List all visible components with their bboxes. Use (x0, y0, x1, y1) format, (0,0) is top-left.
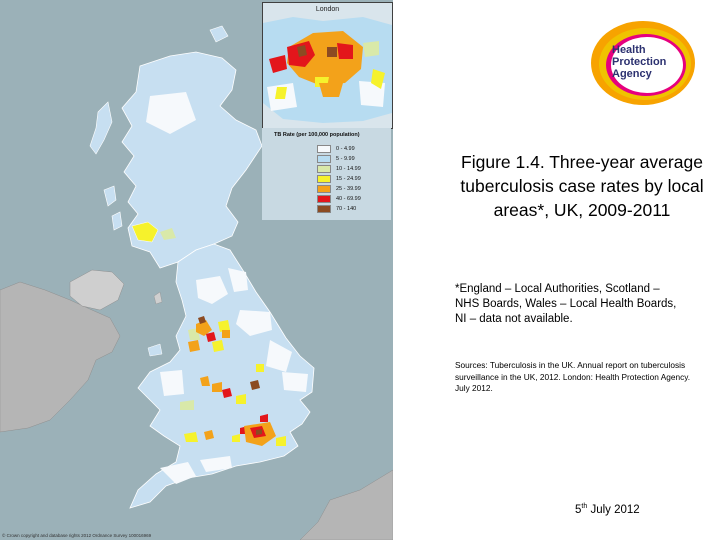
uk-map (0, 25, 393, 540)
area-yorkshire-0-4 (236, 310, 272, 336)
legend-item: 40 - 69.99 (317, 194, 361, 203)
area-manchester-40-69 (206, 332, 216, 342)
area-oldham-15-24 (212, 340, 224, 352)
legend-item: 5 - 9.99 (317, 154, 355, 163)
legend-item: 25 - 39.99 (317, 184, 361, 193)
legend-swatch (317, 154, 331, 163)
legend-item: 0 - 4.99 (317, 144, 355, 153)
figure-footnote: *England – Local Authorities, Scotland –… (455, 283, 677, 325)
area-stoke-25-39 (200, 376, 210, 386)
london-inset-svg (263, 17, 392, 123)
inset-area-north-15-24 (275, 87, 287, 99)
tb-rate-map: London TB Rate (per 100,000 population) … (0, 0, 393, 540)
area-bolton-25-39 (188, 340, 200, 352)
northern-ireland-landmass (69, 269, 125, 311)
legend-swatch (317, 184, 331, 193)
legend-label: 25 - 39.99 (336, 185, 361, 192)
inset-area-harrow-40-69 (269, 55, 287, 73)
presentation-date: 5th July 2012 (575, 503, 640, 516)
legend-label: 15 - 24.99 (336, 175, 361, 182)
logo-line-3: Agency (612, 68, 652, 80)
map-copyright: © Crown copyright and database rights 20… (2, 533, 152, 538)
area-london-cluster-70-140 (256, 429, 262, 435)
area-nottingham-15-24 (256, 364, 264, 372)
area-leicester-70-140 (250, 380, 260, 390)
area-glasgow-15-24 (131, 221, 159, 243)
ireland-landmass (0, 281, 121, 433)
legend-title: TB Rate (per 100,000 population) (274, 132, 360, 138)
area-bradford-25-39 (222, 330, 230, 338)
date-suffix: th (581, 503, 588, 510)
hpa-logo-text: Health Protection Agency (612, 44, 666, 80)
area-kent-15-24 (276, 436, 286, 446)
area-northeast-0-4 (228, 268, 248, 292)
area-cardiff-15-24 (184, 432, 198, 442)
legend-swatch (317, 204, 331, 213)
inset-area-outer-10-14 (363, 41, 379, 57)
legend-item: 15 - 24.99 (317, 174, 361, 183)
orkney-islands (209, 25, 229, 43)
legend-swatch (317, 174, 331, 183)
area-birmingham-40-69 (222, 388, 232, 398)
area-blackburn-70-140 (198, 316, 206, 324)
inset-title: London (315, 6, 340, 13)
hpa-logo-icon (591, 21, 695, 105)
date-day: 5 (575, 503, 582, 516)
figure-sources: Sources: Tuberculosis in the UK. Annual … (455, 360, 691, 393)
legend-item: 70 - 140 (317, 204, 357, 213)
legend-label: 10 - 14.99 (336, 165, 361, 172)
hebrides-islands (89, 101, 113, 155)
area-lincolnshire-0-4 (266, 340, 292, 372)
area-reading-15-24 (232, 434, 240, 442)
area-highlands-0-4 (146, 92, 196, 134)
logo-line-1: Health (612, 44, 646, 56)
western-isles (103, 185, 123, 231)
london-inset-map: London (262, 2, 393, 129)
figure-title: Figure 1.4. Three-year average tuberculo… (460, 152, 704, 220)
inset-area-northeast-15-24 (371, 69, 385, 89)
legend-label: 0 - 4.99 (336, 145, 355, 152)
france-landmass (299, 469, 393, 540)
area-dorset-0-4 (200, 456, 232, 472)
inset-area-brent-70-140 (297, 45, 307, 57)
area-luton-40-69 (260, 414, 268, 422)
area-kirklees-15-24 (218, 320, 230, 332)
area-norfolk-0-4 (282, 372, 308, 392)
inset-area-towerhamlets-70-140 (327, 47, 337, 57)
isle-of-man (153, 291, 163, 305)
logo-line-2: Protection (612, 56, 667, 68)
legend-item: 10 - 14.99 (317, 164, 361, 173)
area-cumbria-0-4 (196, 276, 228, 304)
legend-label: 70 - 140 (336, 205, 357, 212)
inset-area-newham-40-69 (337, 43, 353, 59)
inset-area-croydon-25-39 (319, 83, 343, 97)
area-devon-0-4 (160, 462, 196, 484)
area-midwales-0-4 (160, 370, 184, 396)
legend-swatch (317, 164, 331, 173)
date-rest: July 2012 (587, 503, 640, 516)
legend-swatch (317, 194, 331, 203)
legend-label: 40 - 69.99 (336, 195, 361, 202)
area-scotland-10-14 (160, 228, 176, 240)
area-wales-10-14 (180, 400, 194, 410)
anglesey (147, 343, 163, 357)
map-legend: TB Rate (per 100,000 population) 0 - 4.9… (262, 128, 391, 220)
area-sandwell-25-39 (212, 382, 222, 392)
area-coventry-15-24 (236, 394, 246, 404)
legend-swatch (317, 144, 331, 153)
legend-label: 5 - 9.99 (336, 155, 355, 162)
area-bristol-25-39 (204, 430, 214, 440)
